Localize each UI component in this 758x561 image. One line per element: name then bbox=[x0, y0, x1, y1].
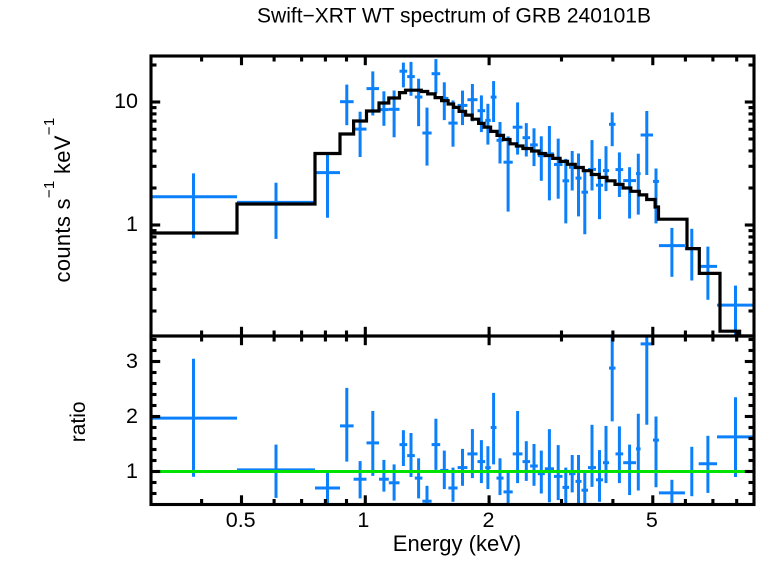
svg-text:5: 5 bbox=[646, 508, 658, 532]
svg-text:1: 1 bbox=[126, 212, 138, 236]
svg-text:Energy (keV): Energy (keV) bbox=[393, 531, 521, 556]
svg-text:2: 2 bbox=[483, 508, 495, 532]
svg-text:Swift−XRT WT spectrum of GRB 2: Swift−XRT WT spectrum of GRB 240101B bbox=[257, 4, 651, 27]
svg-text:2: 2 bbox=[126, 404, 138, 428]
svg-text:10: 10 bbox=[114, 89, 138, 113]
svg-text:1: 1 bbox=[126, 459, 138, 483]
svg-text:ratio: ratio bbox=[67, 401, 90, 442]
svg-text:3: 3 bbox=[126, 349, 138, 373]
svg-text:0.5: 0.5 bbox=[226, 508, 256, 532]
svg-text:1: 1 bbox=[357, 508, 369, 532]
